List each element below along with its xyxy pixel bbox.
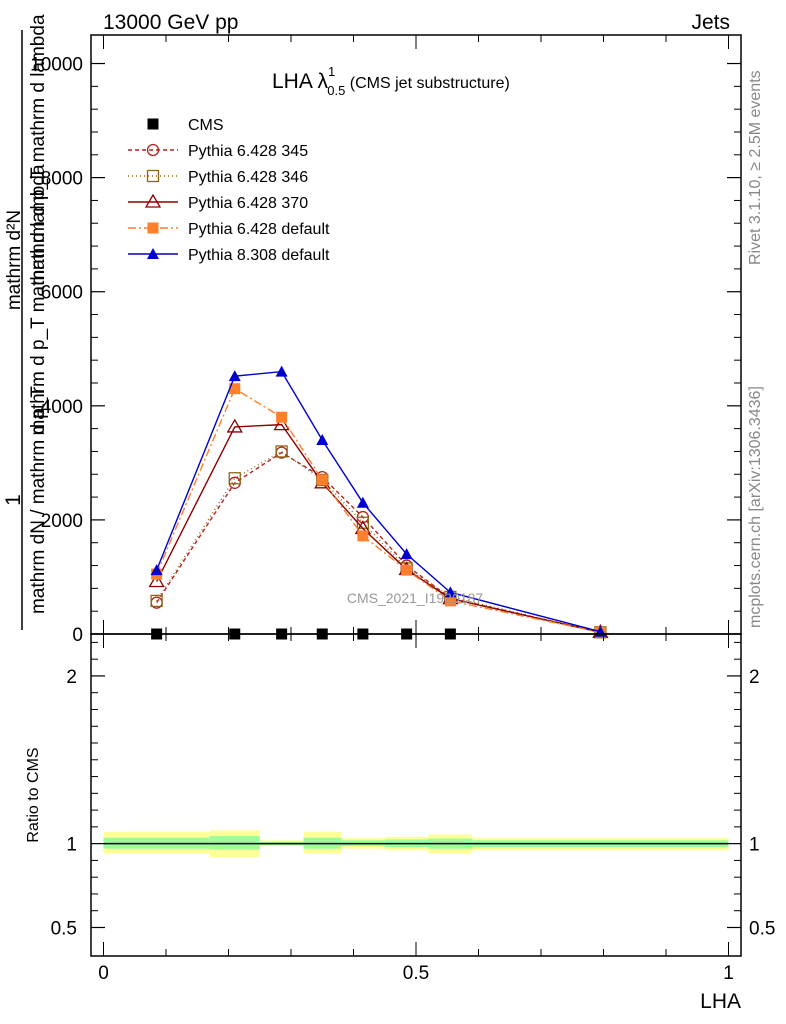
- header-right-label: Jets: [691, 11, 730, 34]
- legend-label: Pythia 6.428 346: [188, 169, 308, 186]
- ratio-bands: [103, 830, 729, 858]
- legend-entry-cms: CMS: [147, 117, 224, 134]
- legend-marker: [146, 143, 160, 157]
- legend-entry-p8: Pythia 8.308 default: [128, 247, 330, 264]
- header-left-label: 13000 GeV pp: [103, 11, 238, 34]
- ratio-ticks: 0.5 0.5 1 1 2 2 0 0.5 1: [51, 634, 775, 984]
- ylabel-numerator: mathrm d²N: [4, 210, 25, 310]
- legend-entry-p345: Pythia 6.428 345: [128, 143, 308, 160]
- ratio-ytick-label-right: 2: [749, 667, 760, 688]
- point-p370: [148, 573, 165, 588]
- ylabel-one: 1: [2, 494, 25, 506]
- main-ytick-label: 10000: [30, 55, 83, 76]
- legend-label: Pythia 8.308 default: [188, 247, 330, 264]
- legend-entry-p370: Pythia 6.428 370: [128, 193, 308, 212]
- ylabel-den-line2: mathrm d p_T mathrm d lambda: [28, 164, 49, 435]
- legend-marker: [146, 169, 160, 183]
- ylabel-den-line1: mathrm d p_T mathrm d lambda: [28, 14, 49, 285]
- ratio-ytick-label: 1: [66, 835, 77, 856]
- point-p8: [150, 564, 163, 576]
- point-pdef: [444, 595, 456, 607]
- legend-marker: [147, 222, 159, 234]
- title-sup: 1: [328, 64, 335, 79]
- x-axis-label: LHA: [700, 990, 741, 1013]
- chart-title: LHA λ1 0.5 (CMS jet substructure): [272, 64, 510, 98]
- main-ytick-label: 0: [72, 625, 83, 646]
- legend-entry-pdef: Pythia 6.428 default: [128, 221, 330, 238]
- ratio-ytick-label: 2: [66, 667, 77, 688]
- point-p8: [316, 434, 329, 446]
- legend-label: CMS: [188, 117, 224, 134]
- point-pdef: [316, 474, 328, 486]
- legend-entry-p346: Pythia 6.428 346: [128, 169, 308, 186]
- series-line-pdef: [155, 387, 601, 633]
- main-ytick-label: 4000: [41, 397, 83, 418]
- point-p8: [444, 586, 457, 598]
- point-pdef: [357, 530, 369, 542]
- legend-marker: [147, 118, 159, 130]
- point-pdef: [401, 564, 413, 576]
- point-p8: [400, 548, 413, 560]
- title-suffix: (CMS jet substructure): [345, 75, 509, 92]
- series-line-p345: [156, 451, 601, 633]
- ratio-panel: 0.5 0.5 1 1 2 2 0 0.5 1 Ratio to CMS LHA: [25, 633, 775, 1013]
- series-line-p370: [156, 423, 601, 633]
- legend: CMS Pythia 6.428 345 Pythia 6.428 346 Pythi…: [128, 117, 330, 264]
- point-p8: [228, 370, 241, 382]
- legend-label: Pythia 6.428 default: [188, 221, 330, 238]
- ratio-xtick-label: 0: [98, 963, 109, 984]
- ratio-ytick-label-right: 1: [749, 835, 760, 856]
- point-p8: [275, 365, 288, 377]
- ratio-xtick-label: 0.5: [403, 963, 429, 984]
- main-ytick-label: 2000: [41, 511, 83, 532]
- main-ytick-label: 6000: [41, 283, 83, 304]
- legend-marker: [147, 248, 159, 259]
- series-line-p8: [155, 370, 601, 633]
- point-p346: [150, 594, 163, 608]
- ylabel-dn: mathrm dN / mathrm d p_T: [28, 386, 49, 614]
- ratio-xtick-label: 1: [723, 963, 734, 984]
- main-panel: 0 2000 4000 6000 8000 10000 CMS_2021_I1920187…: [2, 14, 742, 646]
- rivet-label: Rivet 3.1.10, ≥ 2.5M events: [747, 70, 764, 265]
- ratio-ylabel: Ratio to CMS: [25, 747, 42, 842]
- point-pdef: [276, 411, 288, 423]
- main-ticks: 0 2000 4000 6000 8000 10000: [30, 35, 741, 646]
- mcplots-label: mcplots.cern.ch [arXiv:1306.3436]: [747, 386, 764, 628]
- point-pdef: [229, 383, 241, 395]
- ratio-band-inner: [209, 836, 260, 850]
- legend-marker: [144, 193, 162, 208]
- point-p346: [275, 445, 288, 458]
- point-p8: [356, 496, 369, 508]
- main-ylabel: 1 mathrm d²N mathrm d p_T mathrm d lambd…: [2, 14, 49, 630]
- legend-label: Pythia 6.428 370: [188, 195, 308, 212]
- title-sub: 0.5: [327, 83, 345, 98]
- legend-label: Pythia 6.428 345: [188, 143, 308, 160]
- title-main: LHA λ: [272, 70, 329, 93]
- point-p370: [226, 418, 243, 433]
- ratio-ytick-label: 0.5: [51, 918, 77, 939]
- ratio-frame: [90, 633, 742, 957]
- watermark-label: CMS_2021_I1920187: [347, 590, 483, 606]
- main-ytick-label: 8000: [41, 169, 83, 190]
- point-p346: [228, 472, 241, 485]
- ratio-ytick-label-right: 0.5: [749, 918, 775, 939]
